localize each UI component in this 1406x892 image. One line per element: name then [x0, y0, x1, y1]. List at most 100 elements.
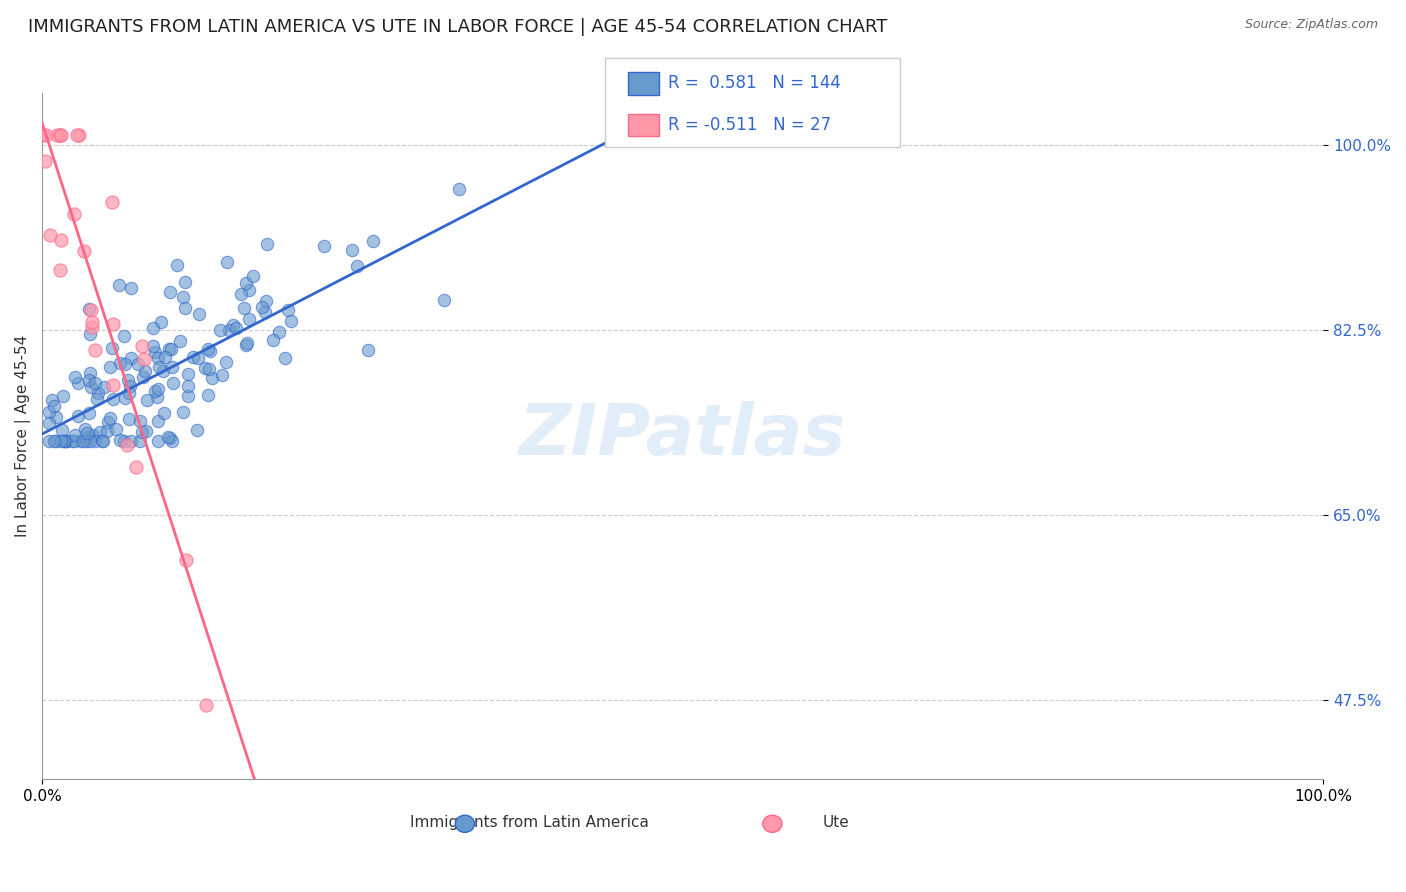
- Point: [86, 392, 108, 407]
- Point: [181, 350, 204, 364]
- Point: [160, 434, 183, 449]
- Point: [83, 343, 105, 358]
- Point: [52, 434, 75, 449]
- Point: [96, 424, 118, 438]
- Point: [198, 362, 221, 376]
- Point: [142, 339, 165, 353]
- Point: [82, 427, 104, 442]
- Point: [194, 361, 217, 376]
- Point: [222, 318, 245, 332]
- Point: [432, 293, 454, 307]
- Point: [148, 414, 170, 428]
- Point: [77, 373, 100, 387]
- Ellipse shape: [456, 815, 474, 832]
- Point: [89, 425, 111, 439]
- Point: [49, 233, 72, 247]
- Point: [120, 379, 142, 393]
- Point: [67, 376, 90, 390]
- Point: [93, 380, 115, 394]
- Point: [67, 128, 90, 142]
- Point: [217, 254, 239, 268]
- Point: [98, 411, 121, 425]
- Point: [233, 301, 256, 315]
- Point: [148, 360, 170, 375]
- Point: [340, 243, 363, 257]
- Point: [77, 406, 100, 420]
- Point: [84, 376, 107, 391]
- Point: [101, 317, 124, 331]
- Point: [274, 351, 297, 366]
- Point: [132, 351, 155, 366]
- Point: [157, 343, 180, 357]
- Point: [159, 285, 181, 299]
- Point: [62, 434, 84, 449]
- Point: [73, 244, 96, 258]
- Point: [169, 334, 191, 348]
- Point: [101, 342, 124, 356]
- Point: [34, 153, 56, 168]
- Point: [103, 392, 125, 406]
- Point: [51, 423, 73, 437]
- Point: [104, 422, 127, 436]
- Point: [218, 323, 240, 337]
- Point: [103, 378, 125, 392]
- Point: [90, 434, 112, 449]
- Point: [77, 302, 100, 317]
- Point: [76, 434, 98, 449]
- Point: [177, 379, 200, 393]
- Point: [115, 438, 138, 452]
- Point: [38, 405, 60, 419]
- Point: [49, 128, 72, 142]
- Point: [108, 356, 131, 370]
- Point: [107, 278, 129, 293]
- Point: [131, 338, 153, 352]
- Point: [131, 425, 153, 439]
- Point: [174, 275, 197, 289]
- Point: [195, 698, 218, 713]
- Point: [112, 434, 135, 449]
- Point: [79, 303, 101, 318]
- Point: [177, 388, 200, 402]
- Point: [114, 328, 136, 343]
- Point: [235, 276, 257, 290]
- Point: [447, 182, 470, 196]
- Text: Ute: Ute: [823, 815, 849, 830]
- Point: [117, 373, 139, 387]
- Point: [125, 459, 148, 474]
- Point: [132, 369, 155, 384]
- Text: IMMIGRANTS FROM LATIN AMERICA VS UTE IN LABOR FORCE | AGE 45-54 CORRELATION CHAR: IMMIGRANTS FROM LATIN AMERICA VS UTE IN …: [28, 18, 887, 36]
- Point: [91, 434, 114, 449]
- Point: [72, 434, 94, 449]
- Point: [128, 414, 150, 428]
- Point: [173, 301, 195, 315]
- Point: [49, 262, 72, 277]
- Point: [198, 344, 221, 359]
- Point: [42, 400, 65, 414]
- Point: [31, 128, 53, 142]
- Point: [52, 389, 75, 403]
- Point: [187, 351, 209, 366]
- Point: [146, 351, 169, 366]
- Point: [114, 391, 136, 405]
- Point: [108, 433, 131, 447]
- Point: [80, 314, 103, 328]
- Point: [145, 384, 167, 398]
- Point: [66, 409, 89, 423]
- Point: [143, 345, 166, 359]
- Point: [236, 336, 259, 351]
- Point: [46, 128, 69, 142]
- Point: [172, 290, 194, 304]
- Point: [79, 434, 101, 449]
- Point: [250, 300, 273, 314]
- Point: [150, 315, 173, 329]
- Point: [356, 343, 378, 357]
- Point: [63, 207, 86, 221]
- Point: [162, 376, 184, 390]
- Point: [346, 259, 368, 273]
- Point: [38, 416, 60, 430]
- Point: [55, 434, 77, 449]
- Point: [361, 234, 384, 248]
- Point: [156, 429, 179, 443]
- Point: [208, 322, 231, 336]
- Point: [128, 357, 150, 371]
